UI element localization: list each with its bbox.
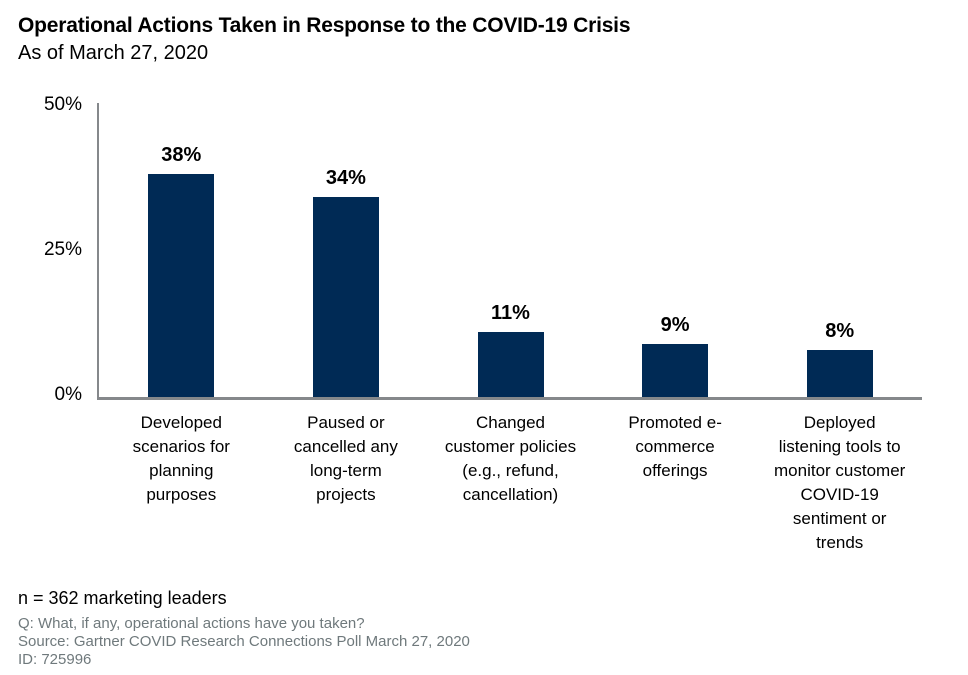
bar-value-label-4: 9% xyxy=(660,314,690,336)
bar-5 xyxy=(806,350,873,397)
chart-subtitle: As of March 27, 2020 xyxy=(18,42,209,64)
y-axis-tick-0: 0% xyxy=(54,384,82,405)
y-axis-tick-25: 25% xyxy=(43,239,82,260)
footer: n = 362 marketing leaders Q: What, if an… xyxy=(18,588,718,669)
bar-value-label-3: 11% xyxy=(491,302,530,324)
bar-value-label-1: 38% xyxy=(161,144,202,166)
survey-question: Q: What, if any, operational actions hav… xyxy=(18,615,365,632)
chart-title: Operational Actions Taken in Response to… xyxy=(18,14,631,37)
bar-4 xyxy=(642,344,709,397)
bar-2 xyxy=(312,197,379,397)
category-label-5: Deployed listening tools to monitor cust… xyxy=(774,413,906,552)
bar-3 xyxy=(477,332,544,397)
bar-1 xyxy=(148,174,215,397)
category-label-3: Changed customer policies (e.g., refund,… xyxy=(444,413,577,504)
bar-value-label-2: 34% xyxy=(325,167,366,189)
plot-area: 38% 34% 11% 9% 8% xyxy=(97,103,922,400)
y-axis-tick-50: 50% xyxy=(43,94,82,115)
category-axis-labels: Developed scenarios for planning purpose… xyxy=(99,411,922,571)
category-label-4: Promoted e- commerce offerings xyxy=(628,413,722,480)
source-note: Source: Gartner COVID Research Connectio… xyxy=(18,633,470,650)
category-label-2: Paused or cancelled any long-term projec… xyxy=(293,413,398,504)
id-note: ID: 725996 xyxy=(18,651,92,668)
category-label-1: Developed scenarios for planning purpose… xyxy=(132,413,230,504)
bar-value-label-5: 8% xyxy=(825,320,855,342)
sample-size-note: n = 362 marketing leaders xyxy=(18,588,227,608)
